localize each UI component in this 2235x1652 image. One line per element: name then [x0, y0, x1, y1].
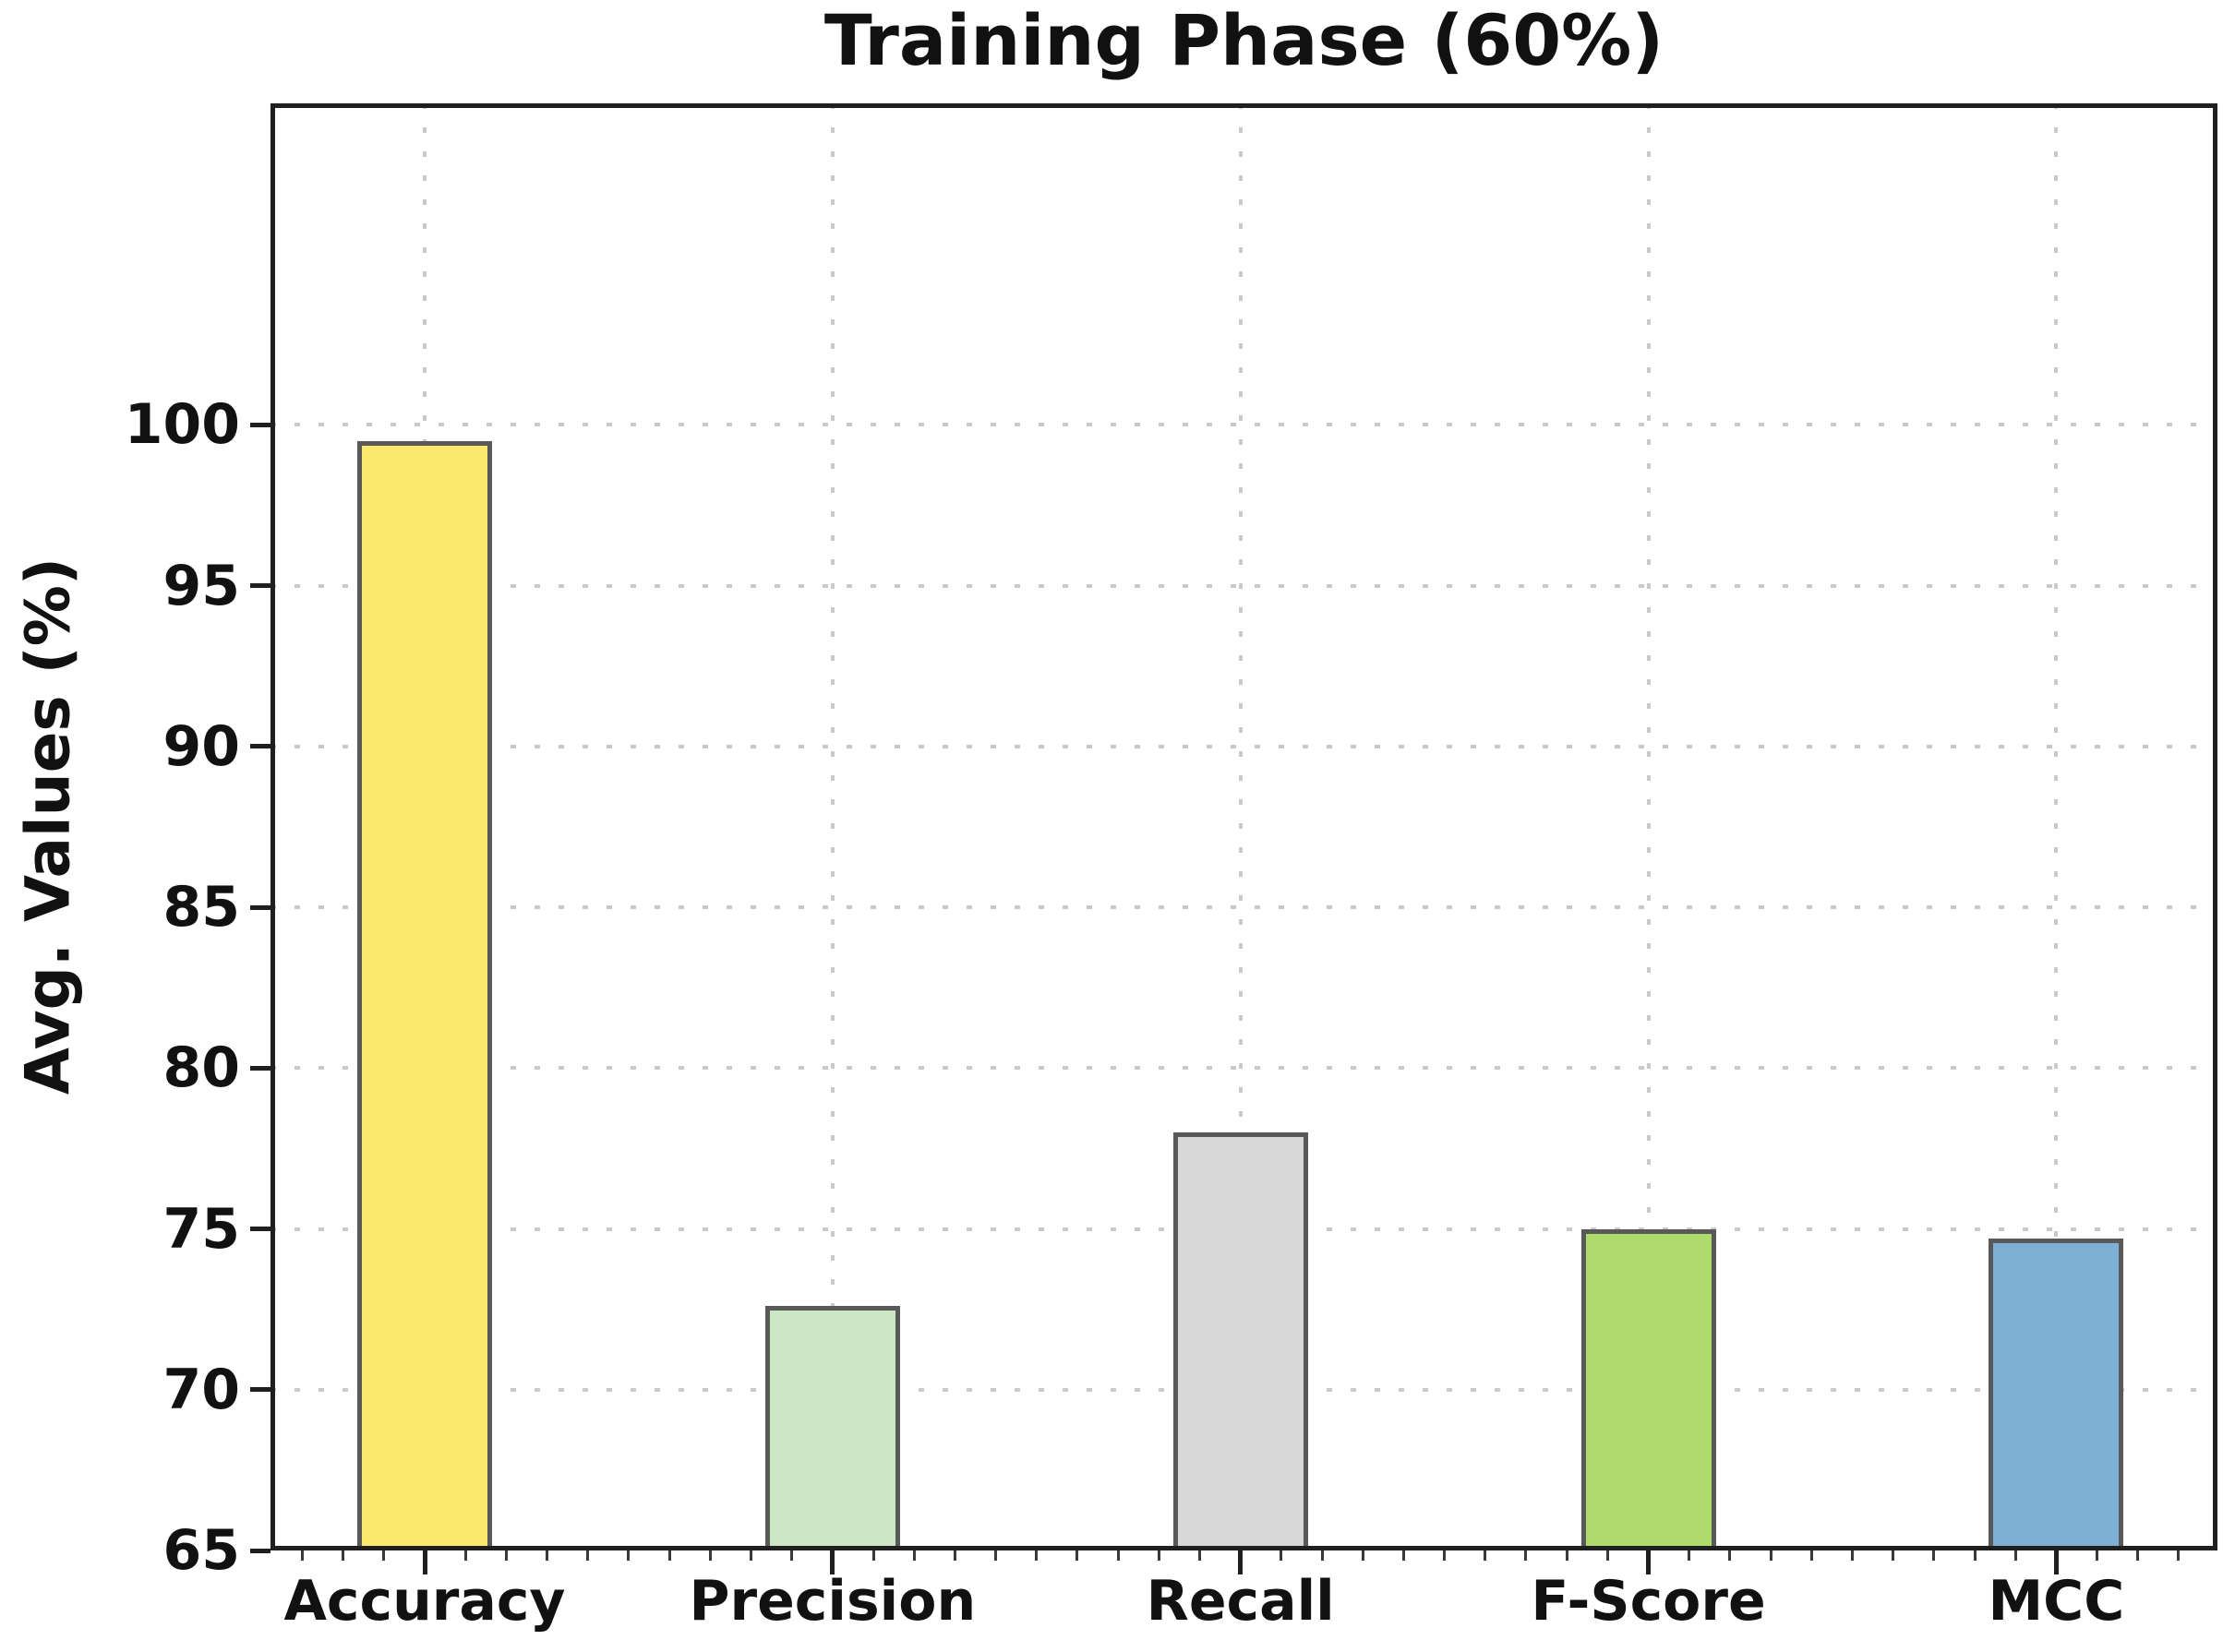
y-tick — [250, 1227, 270, 1232]
x-minor-tick — [1443, 1550, 1447, 1561]
y-tick-label: 95 — [162, 553, 241, 618]
x-minor-tick — [1361, 1550, 1364, 1561]
x-minor-tick — [1198, 1550, 1202, 1561]
y-tick — [250, 1065, 270, 1071]
x-minor-tick — [504, 1550, 508, 1561]
x-minor-tick — [1116, 1550, 1120, 1561]
y-gridline — [270, 1066, 2217, 1071]
x-minor-tick — [2013, 1550, 2017, 1561]
bar-recall — [1172, 1132, 1308, 1550]
x-minor-tick — [463, 1550, 467, 1561]
y-tick-label: 70 — [162, 1357, 241, 1422]
x-minor-tick — [1280, 1550, 1283, 1561]
x-minor-tick — [2136, 1550, 2140, 1561]
x-gridline — [1238, 103, 1243, 1550]
x-tick-label: Accuracy — [283, 1569, 566, 1634]
plot-area — [250, 103, 2217, 1574]
x-minor-tick — [1932, 1550, 1936, 1561]
bar-f-score — [1580, 1228, 1716, 1550]
x-minor-tick — [1688, 1550, 1691, 1561]
x-minor-tick — [342, 1550, 345, 1561]
x-gridline — [1646, 103, 1651, 1550]
x-minor-tick — [382, 1550, 386, 1561]
x-tick-label: Recall — [1146, 1569, 1335, 1634]
x-minor-tick — [1320, 1550, 1324, 1561]
x-minor-tick — [546, 1550, 549, 1561]
x-minor-tick — [912, 1550, 916, 1561]
x-minor-tick — [1728, 1550, 1732, 1561]
x-minor-tick — [953, 1550, 956, 1561]
x-gridline — [830, 103, 835, 1550]
x-minor-tick — [1769, 1550, 1772, 1561]
x-minor-tick — [1035, 1550, 1039, 1561]
y-tick-label: 80 — [162, 1035, 241, 1101]
x-minor-tick — [1809, 1550, 1813, 1561]
x-minor-tick — [1892, 1550, 1895, 1561]
x-minor-tick — [2177, 1550, 2181, 1561]
x-tick — [1238, 1550, 1244, 1574]
x-gridline — [2054, 103, 2059, 1550]
x-minor-tick — [871, 1550, 875, 1561]
x-minor-tick — [2096, 1550, 2099, 1561]
x-minor-tick — [1850, 1550, 1854, 1561]
y-gridline — [270, 583, 2217, 588]
bar-precision — [764, 1306, 900, 1550]
bar-accuracy — [357, 440, 492, 1550]
x-minor-tick — [708, 1550, 712, 1561]
x-minor-tick — [1973, 1550, 1977, 1561]
x-minor-tick — [1605, 1550, 1609, 1561]
x-tick — [830, 1550, 835, 1574]
x-minor-tick — [627, 1550, 631, 1561]
x-minor-tick — [790, 1550, 794, 1561]
y-tick-label: 65 — [162, 1518, 241, 1583]
x-tick-label: MCC — [1988, 1569, 2125, 1634]
x-tick — [1646, 1550, 1652, 1574]
y-tick — [250, 583, 270, 589]
x-minor-tick — [1484, 1550, 1487, 1561]
x-minor-tick — [1075, 1550, 1079, 1561]
y-tick-label: 75 — [162, 1196, 241, 1262]
y-tick-label: 85 — [162, 875, 241, 940]
x-minor-tick — [994, 1550, 998, 1561]
x-minor-tick — [300, 1550, 304, 1561]
x-minor-tick — [667, 1550, 671, 1561]
y-gridline — [270, 905, 2217, 910]
y-axis-label-text: Avg. Values (%) — [12, 557, 84, 1095]
x-tick — [2053, 1550, 2059, 1574]
y-tick — [250, 1548, 270, 1553]
y-tick — [250, 422, 270, 427]
x-minor-tick — [586, 1550, 590, 1561]
y-tick — [250, 744, 270, 749]
x-minor-tick — [750, 1550, 752, 1561]
bar-mcc — [1989, 1239, 2124, 1550]
y-gridline — [270, 423, 2217, 427]
y-tick-label: 100 — [124, 392, 240, 458]
y-tick — [250, 904, 270, 910]
x-minor-tick — [1524, 1550, 1528, 1561]
x-minor-tick — [1565, 1550, 1568, 1561]
x-minor-tick — [1401, 1550, 1405, 1561]
y-tick — [250, 1387, 270, 1393]
chart-title: Training Phase (60%) — [823, 0, 1664, 81]
x-minor-tick — [1157, 1550, 1160, 1561]
x-tick-label: Precision — [689, 1569, 977, 1634]
y-tick-label: 90 — [162, 713, 241, 779]
y-gridline — [270, 744, 2217, 748]
x-tick — [422, 1550, 427, 1574]
x-tick-label: F-Score — [1531, 1569, 1766, 1634]
